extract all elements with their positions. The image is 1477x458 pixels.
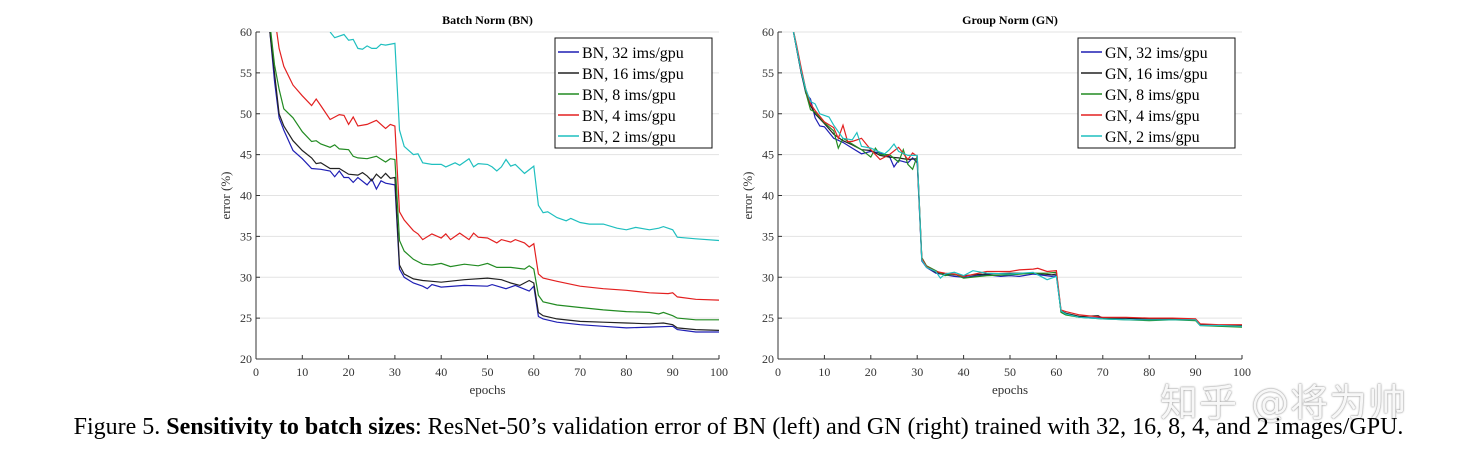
y-tick-label: 30 xyxy=(762,270,774,284)
watermark: 知乎 @将为帅 xyxy=(1160,381,1408,425)
legend-label: BN, 16 ims/gpu xyxy=(582,66,684,83)
y-tick-label: 45 xyxy=(762,148,774,162)
series-line xyxy=(329,32,719,242)
x-tick-label: 70 xyxy=(1097,365,1109,379)
x-tick-label: 30 xyxy=(911,365,923,379)
chart-0: 20 25 30 35 40 45 50 55 60 0 10 20 30 40 50 60 70 80 90 100… xyxy=(218,13,728,397)
x-tick-label: 40 xyxy=(435,365,447,379)
chart-title: Group Norm (GN) xyxy=(962,13,1058,27)
legend-label: GN, 4 ims/gpu xyxy=(1105,108,1200,125)
x-tick-label: 50 xyxy=(482,365,494,379)
series-line xyxy=(269,32,719,333)
caption-prefix: Figure 5. xyxy=(73,414,167,440)
legend-label: GN, 2 ims/gpu xyxy=(1105,129,1200,146)
legend-box xyxy=(1077,37,1236,149)
y-tick-label: 60 xyxy=(762,25,774,39)
x-tick-label: 90 xyxy=(667,365,679,379)
x-axis-label: epochs xyxy=(469,382,505,397)
series-line xyxy=(270,32,719,321)
y-axis-label: error (%) xyxy=(218,172,233,220)
x-tick-label: 60 xyxy=(1050,365,1062,379)
x-tick-label: 0 xyxy=(775,365,781,379)
y-tick-label: 25 xyxy=(240,311,252,325)
legend-label: GN, 8 ims/gpu xyxy=(1105,87,1200,104)
x-tick-label: 20 xyxy=(865,365,877,379)
y-tick-label: 35 xyxy=(240,229,252,243)
series-line xyxy=(792,32,1242,327)
series-line xyxy=(792,32,1242,327)
y-axis-label: error (%) xyxy=(740,172,755,220)
x-tick-label: 20 xyxy=(343,365,355,379)
series-line xyxy=(269,32,719,331)
x-tick-label: 60 xyxy=(528,365,540,379)
x-tick-label: 10 xyxy=(296,365,308,379)
chart-1: 20 25 30 35 40 45 50 55 60 0 10 20 30 40 50 60 70 80 90 100… xyxy=(740,13,1251,397)
x-tick-label: 0 xyxy=(253,365,259,379)
y-tick-label: 20 xyxy=(240,352,252,366)
caption-rest: : ResNet-50’s validation error of BN (le… xyxy=(414,414,1404,440)
legend-label: GN, 32 ims/gpu xyxy=(1105,45,1208,62)
legend-label: GN, 16 ims/gpu xyxy=(1105,66,1208,83)
x-tick-label: 30 xyxy=(389,365,401,379)
x-tick-label: 100 xyxy=(1233,365,1251,379)
x-tick-label: 80 xyxy=(1143,365,1155,379)
y-tick-label: 20 xyxy=(762,352,774,366)
x-tick-label: 90 xyxy=(1190,365,1202,379)
y-tick-label: 40 xyxy=(762,189,774,203)
series-line xyxy=(276,32,719,301)
x-tick-label: 80 xyxy=(620,365,632,379)
y-tick-label: 50 xyxy=(240,107,252,121)
caption-bold: Sensitivity to batch sizes xyxy=(166,414,415,440)
x-tick-label: 40 xyxy=(958,365,970,379)
legend-label: BN, 4 ims/gpu xyxy=(582,108,676,125)
x-tick-label: 10 xyxy=(818,365,830,379)
y-tick-label: 60 xyxy=(240,25,252,39)
figure-caption: Figure 5. Sensitivity to batch sizes: Re… xyxy=(0,414,1477,441)
legend-box xyxy=(554,37,713,149)
legend-label: BN, 2 ims/gpu xyxy=(582,129,676,146)
series-group xyxy=(269,32,719,333)
series-group xyxy=(792,32,1242,328)
y-tick-label: 50 xyxy=(762,107,774,121)
legend-label: BN, 8 ims/gpu xyxy=(582,87,676,104)
y-tick-label: 30 xyxy=(240,270,252,284)
x-tick-label: 100 xyxy=(710,365,728,379)
y-tick-label: 40 xyxy=(240,189,252,203)
legend: BN, 32 ims/gpu BN, 16 ims/gpu BN, 8 ims/gp… xyxy=(554,37,713,149)
y-tick-label: 25 xyxy=(762,311,774,325)
legend: GN, 32 ims/gpu GN, 16 ims/gpu GN, 8 ims/gp… xyxy=(1077,37,1236,149)
y-tick-label: 35 xyxy=(762,229,774,243)
legend-label: BN, 32 ims/gpu xyxy=(582,45,684,62)
x-tick-label: 70 xyxy=(574,365,586,379)
y-tick-label: 45 xyxy=(240,148,252,162)
y-tick-label: 55 xyxy=(762,66,774,80)
x-tick-label: 50 xyxy=(1004,365,1016,379)
y-tick-label: 55 xyxy=(240,66,252,80)
chart-title: Batch Norm (BN) xyxy=(442,13,533,27)
x-axis-label: epochs xyxy=(992,382,1028,397)
